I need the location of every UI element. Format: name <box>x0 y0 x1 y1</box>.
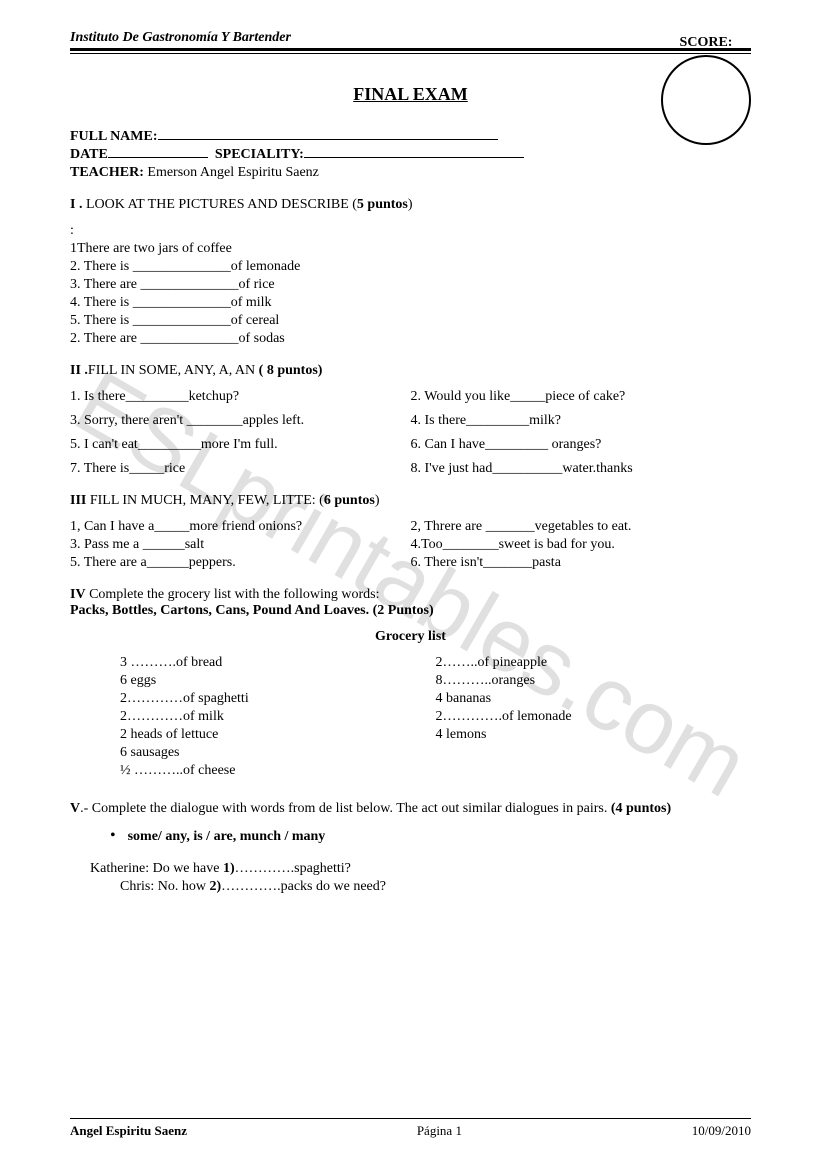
s1-item: 2. There is ______________of lemonade <box>70 259 751 275</box>
exam-title: FINAL EXAM <box>70 84 751 105</box>
section2-title: II .FILL IN SOME, ANY, A, AN ( 8 puntos) <box>70 363 751 379</box>
grocery-item: 2………….of lemonade <box>436 709 752 725</box>
s2-row: 7. There is_____rice8. I've just had____… <box>70 461 751 477</box>
speciality-label: SPECIALITY: <box>215 147 304 162</box>
footer-date: 10/09/2010 <box>692 1123 751 1139</box>
header-divider <box>70 48 751 54</box>
s2-right: 6. Can I have_________ oranges? <box>411 437 752 453</box>
s2-left: 1. Is there_________ketchup? <box>70 389 411 405</box>
footer: Angel Espiritu Saenz Página 1 10/09/2010 <box>70 1118 751 1139</box>
s2-right: 4. Is there_________milk? <box>411 413 752 429</box>
footer-page: Página 1 <box>417 1123 462 1139</box>
s1-close: ) <box>408 197 413 212</box>
s3-close: ) <box>375 493 380 508</box>
institute-header: Instituto De Gastronomía Y Bartender <box>70 30 751 46</box>
grocery-item: 6 eggs <box>120 673 436 689</box>
s5-bullet: some/ any, is / are, munch / many <box>110 827 751 845</box>
s2-row: 5. I can't eat_________more I'm full.6. … <box>70 437 751 453</box>
s1-colon: : <box>70 223 751 239</box>
s1-item: 2. There are ______________of sodas <box>70 331 751 347</box>
s2-row: 3. Sorry, there aren't ________apples le… <box>70 413 751 429</box>
s3-left: 1, Can I have a_____more friend onions? <box>70 519 411 535</box>
section4-title: IV Complete the grocery list with the fo… <box>70 587 751 619</box>
s3-prefix: III <box>70 493 86 508</box>
s1-item: 5. There is ______________of cereal <box>70 313 751 329</box>
footer-divider <box>70 1118 751 1119</box>
grocery-item: 3 ……….of bread <box>120 655 436 671</box>
grocery-columns: 3 ……….of bread6 eggs2…………of spaghetti2……… <box>120 655 751 781</box>
s4-line2: Packs, Bottles, Cartons, Cans, Pound And… <box>70 603 366 618</box>
s3-text: FILL IN MUCH, MANY, FEW, LITTE: ( <box>86 493 323 508</box>
s3-points: 6 puntos <box>324 493 375 508</box>
s2-left: 7. There is_____rice <box>70 461 411 477</box>
s5-prefix: V <box>70 801 80 816</box>
s1-item: 3. There are ______________of rice <box>70 277 751 293</box>
date-line: DATE SPECIALITY: <box>70 147 751 163</box>
grocery-item: 2…………of spaghetti <box>120 691 436 707</box>
s2-right: 2. Would you like_____piece of cake? <box>411 389 752 405</box>
date-label: DATE <box>70 147 108 162</box>
section1-title: I . LOOK AT THE PICTURES AND DESCRIBE (5… <box>70 197 751 213</box>
s3-right: 4.Too________sweet is bad for you. <box>411 537 752 553</box>
s2-prefix: II . <box>70 363 88 378</box>
score-box: SCORE: <box>661 35 751 145</box>
s1-item: 1There are two jars of coffee <box>70 241 751 257</box>
grocery-title: Grocery list <box>70 629 751 645</box>
grocery-item: 2…………of milk <box>120 709 436 725</box>
footer-author: Angel Espiritu Saenz <box>70 1123 187 1139</box>
s2-right: 8. I've just had__________water.thanks <box>411 461 752 477</box>
s2-points: ( 8 puntos) <box>259 363 323 378</box>
s3-right: 6. There isn't_______pasta <box>411 555 752 571</box>
s2-left: 3. Sorry, there aren't ________apples le… <box>70 413 411 429</box>
s3-row: 1, Can I have a_____more friend onions?2… <box>70 519 751 535</box>
grocery-item: 8………..oranges <box>436 673 752 689</box>
section5-title: V.- Complete the dialogue with words fro… <box>70 801 751 817</box>
grocery-item: 2 heads of lettuce <box>120 727 436 743</box>
dialogue-line: Katherine: Do we have 1)………….spaghetti? <box>90 861 751 877</box>
s4-line1: Complete the grocery list with the follo… <box>86 587 380 602</box>
date-blank[interactable] <box>108 157 208 158</box>
dialogue-line: Chris: No. how 2)………….packs do we need? <box>120 879 751 895</box>
grocery-item: 4 bananas <box>436 691 752 707</box>
s1-prefix: I . <box>70 197 82 212</box>
s2-text: FILL IN SOME, ANY, A, AN <box>88 363 259 378</box>
grocery-item: 2……..of pineapple <box>436 655 752 671</box>
s4-points: . (2 Puntos) <box>366 603 434 618</box>
teacher-name: Emerson Angel Espiritu Saenz <box>147 165 318 180</box>
teacher-label: TEACHER: <box>70 165 144 180</box>
s1-text: LOOK AT THE PICTURES AND DESCRIBE ( <box>82 197 356 212</box>
fullname-line: FULL NAME: <box>70 129 751 145</box>
s3-left: 5. There are a______peppers. <box>70 555 411 571</box>
fullname-blank[interactable] <box>158 139 498 140</box>
s4-prefix: IV <box>70 587 86 602</box>
s3-row: 3. Pass me a ______salt4.Too________swee… <box>70 537 751 553</box>
s1-points: 5 puntos <box>357 197 408 212</box>
s2-left: 5. I can't eat_________more I'm full. <box>70 437 411 453</box>
speciality-blank[interactable] <box>304 157 524 158</box>
fullname-label: FULL NAME: <box>70 129 158 144</box>
score-circle <box>661 55 751 145</box>
s3-right: 2, Threre are _______vegetables to eat. <box>411 519 752 535</box>
grocery-item: 4 lemons <box>436 727 752 743</box>
s1-item: 4. There is ______________of milk <box>70 295 751 311</box>
s5-bullet-text: some/ any, is / are, munch / many <box>128 829 326 844</box>
grocery-item: 6 sausages <box>120 745 436 761</box>
s3-row: 5. There are a______peppers.6. There isn… <box>70 555 751 571</box>
teacher-line: TEACHER: Emerson Angel Espiritu Saenz <box>70 165 751 181</box>
s2-row: 1. Is there_________ketchup?2. Would you… <box>70 389 751 405</box>
score-label: SCORE: <box>661 35 751 51</box>
s5-points: (4 puntos) <box>611 801 671 816</box>
grocery-item: ½ ………..of cheese <box>120 763 436 779</box>
s5-text: .- Complete the dialogue with words from… <box>80 801 611 816</box>
s3-left: 3. Pass me a ______salt <box>70 537 411 553</box>
section3-title: III FILL IN MUCH, MANY, FEW, LITTE: (6 p… <box>70 493 751 509</box>
